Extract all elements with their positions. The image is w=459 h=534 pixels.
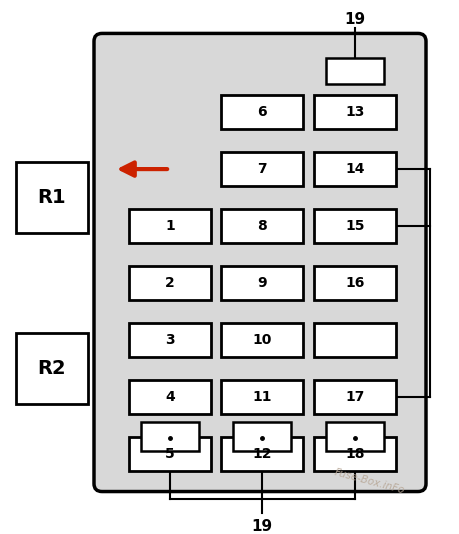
- Bar: [16, 333, 88, 404]
- Text: R2: R2: [38, 359, 66, 378]
- Bar: [326, 58, 384, 83]
- Bar: [221, 96, 303, 129]
- Bar: [129, 266, 211, 300]
- Text: 17: 17: [345, 390, 365, 404]
- Text: 13: 13: [345, 105, 365, 119]
- Text: 3: 3: [165, 333, 175, 347]
- Text: Fuse-Box.inFo: Fuse-Box.inFo: [334, 467, 406, 496]
- Bar: [221, 437, 303, 471]
- Text: 19: 19: [252, 520, 273, 534]
- Bar: [326, 422, 384, 451]
- Text: 10: 10: [252, 333, 272, 347]
- Text: 18: 18: [345, 447, 365, 461]
- Bar: [233, 422, 291, 451]
- Text: 1: 1: [165, 219, 175, 233]
- Bar: [314, 152, 396, 186]
- Bar: [129, 209, 211, 243]
- Bar: [221, 152, 303, 186]
- Bar: [129, 380, 211, 414]
- Bar: [221, 324, 303, 357]
- Text: 4: 4: [165, 390, 175, 404]
- Bar: [314, 209, 396, 243]
- Text: 19: 19: [344, 12, 365, 27]
- Bar: [314, 380, 396, 414]
- Bar: [314, 96, 396, 129]
- Bar: [16, 162, 88, 233]
- Bar: [314, 266, 396, 300]
- Text: 6: 6: [257, 105, 267, 119]
- Text: 16: 16: [345, 276, 365, 290]
- Text: R1: R1: [38, 188, 66, 207]
- Bar: [129, 324, 211, 357]
- Text: 15: 15: [345, 219, 365, 233]
- Text: 9: 9: [257, 276, 267, 290]
- Text: 2: 2: [165, 276, 175, 290]
- Bar: [141, 422, 199, 451]
- Text: 8: 8: [257, 219, 267, 233]
- Text: 5: 5: [165, 447, 175, 461]
- Bar: [221, 266, 303, 300]
- Bar: [129, 437, 211, 471]
- Text: 7: 7: [257, 162, 267, 176]
- FancyBboxPatch shape: [94, 34, 426, 491]
- Text: 12: 12: [252, 447, 272, 461]
- Text: 14: 14: [345, 162, 365, 176]
- Text: 11: 11: [252, 390, 272, 404]
- Bar: [314, 324, 396, 357]
- Bar: [221, 209, 303, 243]
- Bar: [221, 380, 303, 414]
- Bar: [314, 437, 396, 471]
